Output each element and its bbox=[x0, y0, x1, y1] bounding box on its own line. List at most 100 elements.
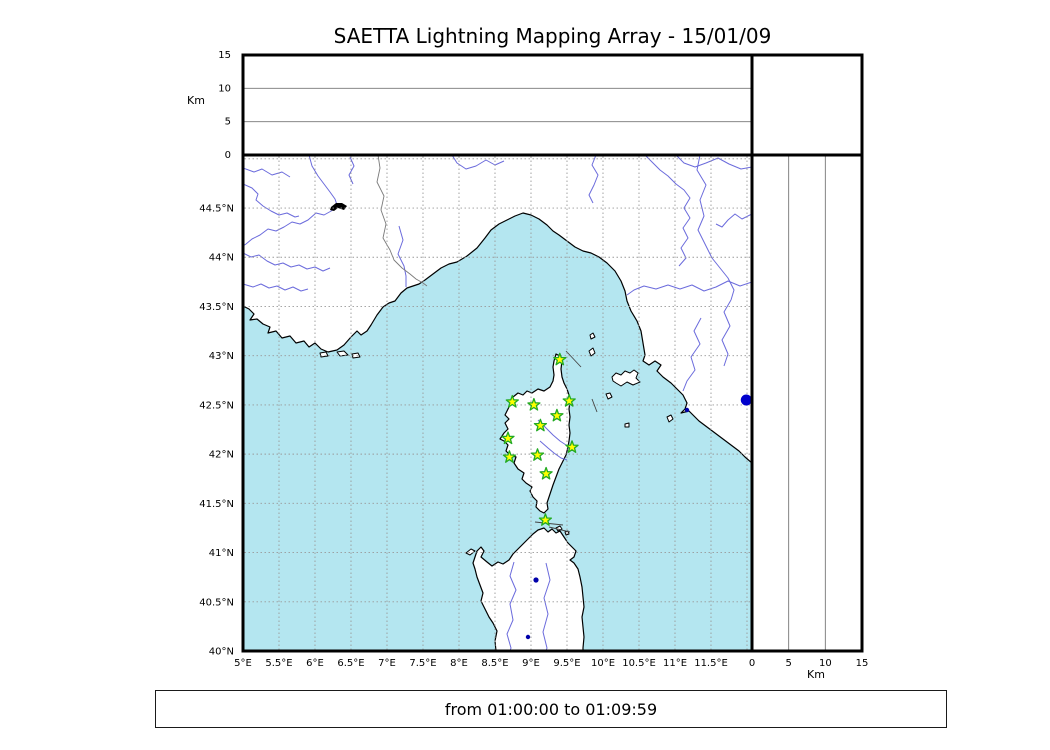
altitude-tick-label: 10 bbox=[819, 658, 832, 669]
station-star bbox=[538, 513, 553, 526]
lat-tick-label: 40°N bbox=[209, 647, 234, 658]
river bbox=[506, 561, 517, 651]
altitude-tick-label: 0 bbox=[225, 150, 231, 161]
altitude-tick-label: 15 bbox=[856, 658, 869, 669]
altitude-tick-label: 5 bbox=[785, 658, 791, 669]
lagoon-dot bbox=[684, 407, 690, 413]
river bbox=[542, 562, 551, 651]
lon-tick-label: 6°E bbox=[306, 658, 324, 669]
river bbox=[721, 299, 732, 367]
island-gorgona bbox=[589, 332, 596, 340]
altitude-longitude-panel bbox=[241, 53, 754, 157]
island-riou bbox=[319, 351, 329, 358]
river bbox=[243, 283, 309, 292]
river bbox=[308, 155, 338, 206]
river bbox=[397, 225, 407, 287]
lagoon-dot bbox=[533, 577, 539, 583]
lat-tick-label: 41°N bbox=[209, 548, 234, 559]
longitude-axis-labels: 5°E 5.5°E 6°E 6.5°E 7°E 7.5°E 8°E 8.5°E 9°E 9.5°E… bbox=[234, 658, 728, 669]
station-star bbox=[533, 418, 548, 432]
lightning-source-dot bbox=[740, 394, 752, 406]
map-gridlines bbox=[244, 156, 751, 650]
corner-panel-frame bbox=[750, 53, 864, 157]
station-star bbox=[527, 397, 541, 411]
island-capraia bbox=[588, 347, 596, 357]
lon-tick-label: 8°E bbox=[450, 658, 468, 669]
latitude-axis-labels: 40°N 40.5°N 41°N 41.5°N 42°N 42.5°N 43°N 43.5°N… bbox=[199, 204, 234, 658]
station-star bbox=[562, 394, 576, 407]
corner-panel-bg bbox=[752, 55, 862, 155]
island-porquerolles bbox=[336, 350, 349, 357]
country-border bbox=[376, 155, 428, 287]
alt-lon-gridlines bbox=[244, 87, 751, 123]
alt-lat-panel-bg bbox=[752, 155, 862, 651]
lightning-source-markers bbox=[740, 394, 752, 406]
altitude-axis-left-labels: 0 5 10 15 bbox=[218, 50, 231, 161]
geography bbox=[243, 155, 752, 651]
river bbox=[682, 317, 702, 392]
station-star bbox=[553, 352, 567, 366]
altitude-tick-label: 10 bbox=[218, 83, 231, 94]
corner-panel bbox=[750, 53, 864, 157]
river bbox=[243, 167, 291, 178]
lat-tick-label: 41.5°N bbox=[199, 499, 234, 510]
lon-tick-label: 7.5°E bbox=[409, 658, 436, 669]
lon-tick-label: 10°E bbox=[591, 658, 615, 669]
time-range-text: from 01:00:00 to 01:09:59 bbox=[444, 699, 658, 719]
sea-line bbox=[565, 350, 582, 368]
figure-title: SAETTA Lightning Mapping Array - 15/01/0… bbox=[333, 24, 772, 48]
lat-tick-label: 43°N bbox=[209, 351, 234, 362]
lat-tick-label: 42.5°N bbox=[199, 400, 234, 411]
sea-line bbox=[548, 526, 571, 533]
river bbox=[675, 155, 752, 170]
mainland-coast bbox=[243, 155, 752, 464]
lon-tick-label: 6.5°E bbox=[337, 658, 364, 669]
km-axis-label-left: Km bbox=[187, 94, 205, 107]
lon-tick-label: 5°E bbox=[234, 658, 252, 669]
lon-tick-label: 5.5°E bbox=[265, 658, 292, 669]
lat-tick-label: 40.5°N bbox=[199, 597, 234, 608]
station-star bbox=[505, 394, 519, 408]
lagoon-dot bbox=[525, 634, 531, 640]
station-star bbox=[539, 466, 553, 480]
lake-serre-poncon bbox=[330, 203, 347, 211]
lon-tick-label: 9.5°E bbox=[553, 658, 580, 669]
island-elba bbox=[611, 369, 641, 387]
station-star bbox=[502, 450, 517, 463]
alt-lon-panel-bg bbox=[243, 55, 752, 155]
river bbox=[588, 155, 599, 204]
island-montecristo bbox=[624, 422, 630, 428]
altitude-tick-label: 0 bbox=[749, 658, 755, 669]
lon-tick-label: 10.5°E bbox=[622, 658, 656, 669]
lat-tick-label: 44°N bbox=[209, 253, 234, 264]
alt-lat-gridlines bbox=[788, 156, 826, 650]
river bbox=[715, 213, 752, 228]
time-range-box: from 01:00:00 to 01:09:59 bbox=[155, 690, 947, 728]
station-star bbox=[565, 440, 579, 453]
lon-tick-label: 11.5°E bbox=[694, 658, 728, 669]
island-asinara bbox=[465, 548, 476, 556]
altitude-axis-bottom-labels: 0 5 10 15 bbox=[749, 658, 869, 669]
map-panel bbox=[241, 153, 754, 653]
km-axis-label-bottom: Km bbox=[807, 668, 825, 681]
river bbox=[243, 252, 331, 272]
lat-tick-label: 43.5°N bbox=[199, 302, 234, 313]
station-markers bbox=[501, 352, 579, 526]
river bbox=[348, 156, 355, 185]
sardinia bbox=[472, 527, 585, 651]
island-levant bbox=[351, 352, 361, 359]
river bbox=[243, 209, 334, 247]
lon-tick-label: 9°E bbox=[522, 658, 540, 669]
river bbox=[539, 440, 568, 461]
sea-line bbox=[591, 398, 598, 413]
lat-tick-label: 44.5°N bbox=[199, 204, 234, 215]
island-giglio bbox=[666, 414, 674, 423]
lon-tick-label: 7°E bbox=[378, 658, 396, 669]
altitude-tick-label: 5 bbox=[225, 117, 231, 128]
lon-tick-label: 11°E bbox=[663, 658, 687, 669]
river bbox=[243, 183, 300, 218]
station-star bbox=[530, 448, 545, 461]
station-star bbox=[550, 408, 564, 422]
